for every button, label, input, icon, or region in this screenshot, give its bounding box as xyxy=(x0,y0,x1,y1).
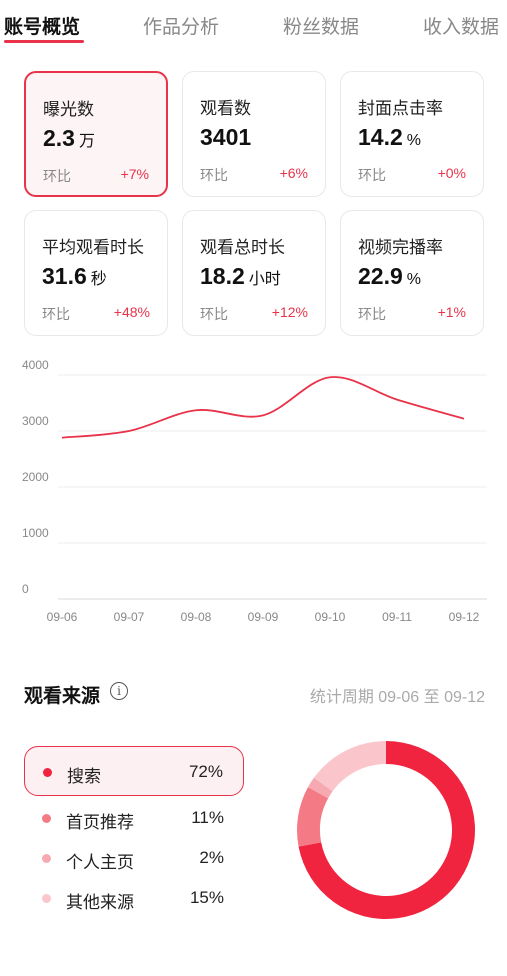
stat-period: 统计周期 09-06 至 09-12 xyxy=(309,689,485,706)
active-tab-indicator xyxy=(4,40,84,43)
y-tick-label: 1000 xyxy=(22,526,49,540)
y-tick-label: 2000 xyxy=(22,470,49,484)
metric-delta: +48% xyxy=(113,304,150,320)
legend-dot xyxy=(42,854,51,863)
metric-label: 封面点击率 xyxy=(358,99,443,118)
legend-dot xyxy=(42,814,51,823)
donut-slice xyxy=(313,741,386,792)
metric-compare-label: 环比 xyxy=(42,306,70,322)
source-item-home-feed[interactable]: 首页推荐 11% xyxy=(24,793,244,843)
source-donut-chart xyxy=(296,740,476,920)
metric-label: 视频完播率 xyxy=(358,238,443,257)
metric-card-total-watch-time[interactable]: 观看总时长 18.2 小时 环比 +12% xyxy=(182,210,326,336)
metric-card-cover-ctr[interactable]: 封面点击率 14.2% 环比 +0% xyxy=(340,71,484,197)
source-item-other[interactable]: 其他来源 15% xyxy=(24,873,244,923)
metric-card-impressions[interactable]: 曝光数 2.3 万 环比 +7% xyxy=(24,71,168,197)
x-tick-label: 09-11 xyxy=(382,610,412,624)
metric-compare-label: 环比 xyxy=(43,168,71,184)
metric-value: 31.6 秒 xyxy=(42,263,107,289)
x-tick-label: 09-12 xyxy=(449,610,480,624)
metric-value: 2.3 万 xyxy=(43,125,95,151)
metric-delta: +12% xyxy=(271,304,308,320)
x-tick-label: 09-07 xyxy=(114,610,145,624)
source-percent: 15% xyxy=(189,888,224,907)
x-tick-label: 09-06 xyxy=(47,610,78,624)
metric-compare-label: 环比 xyxy=(358,306,386,322)
source-percent: 11% xyxy=(191,808,224,827)
views-trend-chart: 0 1000 2000 3000 4000 09-06 09-07 09-08 09-09 09-… xyxy=(0,355,507,645)
line-chart-svg: 0 1000 2000 3000 4000 09-06 09-07 09-08 09-09 09-… xyxy=(22,358,487,624)
metric-compare-label: 环比 xyxy=(358,167,386,183)
source-name: 首页推荐 xyxy=(66,813,134,832)
metric-compare-label: 环比 xyxy=(200,306,228,322)
source-name: 个人主页 xyxy=(66,853,134,872)
legend-dot xyxy=(42,894,51,903)
source-item-profile[interactable]: 个人主页 2% xyxy=(24,833,244,883)
metric-delta: +0% xyxy=(437,165,466,181)
y-tick-label: 0 xyxy=(22,582,29,596)
metric-card-completion-rate[interactable]: 视频完播率 22.9% 环比 +1% xyxy=(340,210,484,336)
metric-value: 14.2% xyxy=(358,124,421,150)
legend-dot xyxy=(43,768,52,777)
tab-income-data[interactable]: 收入数据 xyxy=(423,17,500,38)
tab-account-overview[interactable]: 账号概览 xyxy=(4,17,81,38)
info-icon[interactable]: i xyxy=(110,682,128,700)
metric-delta: +7% xyxy=(120,166,149,182)
tab-follower-data[interactable]: 粉丝数据 xyxy=(283,17,360,38)
donut-svg xyxy=(297,741,475,919)
x-tick-label: 09-09 xyxy=(248,610,279,624)
tab-content-analysis[interactable]: 作品分析 xyxy=(143,17,220,38)
source-name: 其他来源 xyxy=(66,893,134,912)
metric-value: 22.9% xyxy=(358,263,421,289)
metric-label: 曝光数 xyxy=(43,100,94,119)
x-tick-label: 09-10 xyxy=(315,610,346,624)
series-line xyxy=(61,376,465,439)
source-percent: 2% xyxy=(199,848,224,867)
donut-slice xyxy=(297,787,329,847)
metric-delta: +6% xyxy=(279,165,308,181)
source-percent: 72% xyxy=(188,762,223,781)
metric-label: 观看总时长 xyxy=(200,238,285,257)
metric-value: 3401 xyxy=(200,124,252,150)
source-name: 搜索 xyxy=(67,767,101,786)
metric-card-views[interactable]: 观看数 3401 环比 +6% xyxy=(182,71,326,197)
metric-compare-label: 环比 xyxy=(200,167,228,183)
metric-label: 观看数 xyxy=(200,99,251,118)
tab-bar: 账号概览 作品分析 粉丝数据 收入数据 xyxy=(0,0,507,48)
metric-card-avg-watch-time[interactable]: 平均观看时长 31.6 秒 环比 +48% xyxy=(24,210,168,336)
y-tick-label: 3000 xyxy=(22,414,49,428)
metric-label: 平均观看时长 xyxy=(42,238,144,257)
x-tick-label: 09-08 xyxy=(181,610,212,624)
source-item-search[interactable]: 搜索 72% xyxy=(24,746,244,796)
section-title: 观看来源 xyxy=(24,686,101,707)
donut-slice xyxy=(308,777,333,799)
y-tick-label: 4000 xyxy=(22,358,49,372)
metric-value: 18.2 小时 xyxy=(200,263,281,289)
metric-delta: +1% xyxy=(437,304,466,320)
